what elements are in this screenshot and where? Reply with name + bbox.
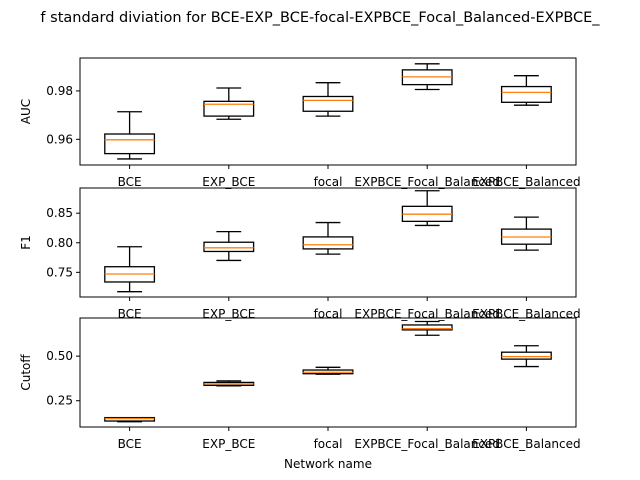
- figure-title: f standard diviation for BCE-EXP_BCE-foc…: [40, 10, 600, 26]
- y-tick-label: 0.85: [46, 206, 73, 220]
- box-body: [500, 85, 552, 103]
- box-body: [302, 95, 354, 112]
- box-body: [401, 324, 453, 331]
- box-BCE: [104, 111, 156, 160]
- x-tick-label: EXPBCE_Balanced: [472, 175, 581, 189]
- subplot-cutoff: 0.25 0.50 BCE EXP_BCE focal EXPBCE_Focal_Bala…: [19, 317, 581, 451]
- box-EXPBCE_Focal_Balanced: [401, 320, 453, 336]
- x-tick-label: focal: [314, 307, 343, 321]
- x-tick-label: EXPBCE_Focal_Balanced: [354, 437, 500, 451]
- box-EXP_BCE: [203, 230, 255, 262]
- x-tick-label: focal: [314, 437, 343, 451]
- box-body: [104, 416, 156, 422]
- y-axis-label: AUC: [19, 99, 33, 124]
- y-axis-label: F1: [19, 235, 33, 250]
- box-EXPBCE_Focal_Balanced: [401, 63, 453, 91]
- box-body: [203, 100, 255, 117]
- y-tick-label: 0.96: [46, 132, 73, 146]
- x-tick-label: BCE: [118, 175, 142, 189]
- box-focal: [302, 366, 354, 375]
- box-EXPBCE_Balanced: [500, 345, 552, 368]
- box-BCE: [104, 246, 156, 293]
- x-tick-label: EXP_BCE: [202, 307, 255, 321]
- subplot-auc: 0.96 0.98 BCE EXP_BCE focal EXPBCE_Focal_Bala…: [19, 57, 581, 189]
- x-tick-label: BCE: [118, 307, 142, 321]
- box-EXPBCE_Balanced: [500, 75, 552, 106]
- x-tick-label: EXP_BCE: [202, 437, 255, 451]
- x-tick-label: EXP_BCE: [202, 175, 255, 189]
- y-tick-label: 0.80: [46, 236, 73, 250]
- box-EXPBCE_Focal_Balanced: [401, 190, 453, 227]
- y-axis-label: Cutoff: [19, 354, 33, 391]
- y-tick-label: 0.50: [46, 349, 73, 363]
- y-tick-label: 0.75: [46, 265, 73, 279]
- x-tick-label: EXPBCE_Balanced: [472, 307, 581, 321]
- box-body: [302, 236, 354, 250]
- box-focal: [302, 221, 354, 255]
- x-axis-label: Network name: [284, 457, 372, 471]
- x-tick-label: BCE: [118, 437, 142, 451]
- x-tick-label: focal: [314, 175, 343, 189]
- y-tick-label: 0.98: [46, 84, 73, 98]
- box-focal: [302, 82, 354, 117]
- x-tick-label: EXPBCE_Balanced: [472, 437, 581, 451]
- box-EXPBCE_Balanced: [500, 216, 552, 251]
- box-body: [203, 241, 255, 253]
- box-BCE: [104, 416, 156, 423]
- box-body: [104, 133, 156, 155]
- box-EXP_BCE: [203, 380, 255, 387]
- box-body: [500, 351, 552, 360]
- y-tick-label: 0.25: [46, 394, 73, 408]
- box-EXP_BCE: [203, 87, 255, 120]
- x-tick-label: EXPBCE_Focal_Balanced: [354, 175, 500, 189]
